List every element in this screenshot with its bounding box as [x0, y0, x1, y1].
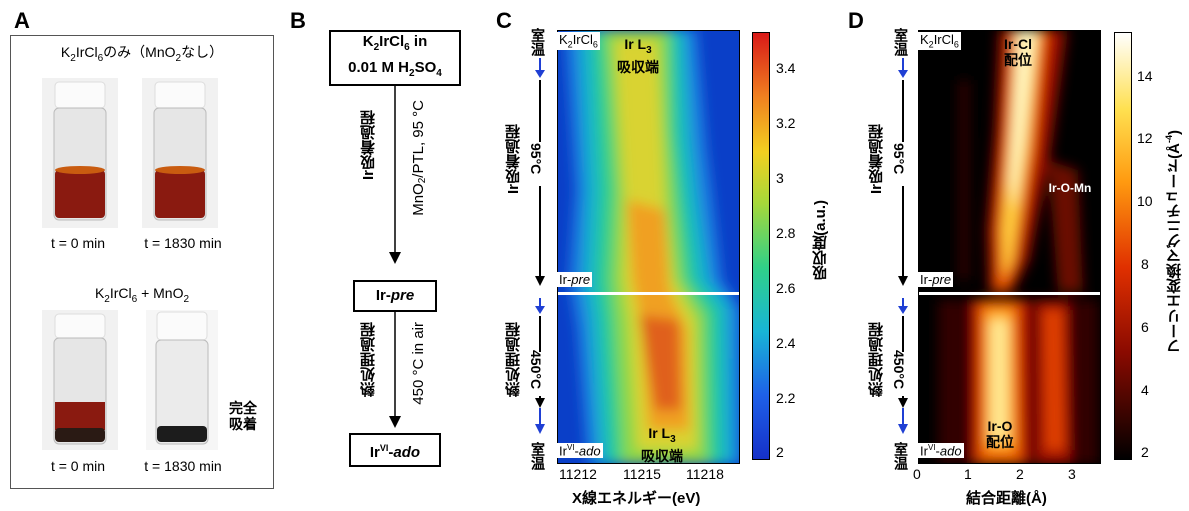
c-corner-mid: Ir-pre: [557, 272, 593, 287]
c-cbar-tick-32: 3.2: [776, 115, 796, 131]
c-xtick-3: 11218: [686, 466, 724, 482]
flow-end-box: IrVI-ado: [349, 433, 441, 467]
vial-bottom-t1: [146, 310, 218, 450]
label-bottom-t1: t = 1830 min: [144, 458, 222, 474]
d-annot-ircl: Ir-Cl 配位: [1004, 36, 1032, 68]
d-annot-iro: Ir-O 配位: [986, 418, 1014, 450]
panel-a-frame: [10, 35, 274, 489]
c-colorbar-label: 吸収度(a.u.): [812, 200, 829, 281]
c-xtick-2: 11215: [623, 466, 661, 482]
c-cbar-tick-26: 2.6: [776, 280, 796, 296]
c-cbar-tick-20: 2: [776, 444, 784, 460]
c-label-rt-top: 室温: [530, 28, 546, 56]
flow-step2-condition: 450 °C in air: [410, 322, 427, 405]
flow-start-box: K2IrCl6 in 0.01 M H2SO4: [329, 30, 461, 86]
d-cbar-tick-10: 10: [1137, 193, 1153, 209]
d-cbar-tick-8: 8: [1141, 256, 1149, 272]
colorbar-d: [1114, 32, 1132, 460]
vial-top-t0: [42, 78, 118, 228]
d-xlabel: 結合距離(Å): [966, 490, 1047, 507]
heatmap-c: [557, 30, 740, 464]
c-corner-bottom: IrVI-ado: [557, 443, 603, 459]
c-xlabel: X線エネルギー(eV): [572, 490, 701, 507]
d-xtick-2: 2: [1016, 466, 1024, 482]
d-label-adsorption: Ir吸着過程: [868, 124, 885, 195]
d-label-95c: 95°C: [891, 143, 907, 175]
d-colorbar-label: フーリエ変換マグニチュード(Å-4): [1164, 130, 1183, 354]
d-cbar-tick-6: 6: [1141, 319, 1149, 335]
heatmap-d: [918, 30, 1101, 464]
d-annot-iromn: Ir-O-Mn: [1048, 181, 1092, 195]
c-label-95c: 95°C: [528, 143, 544, 175]
vial-top-t1: [142, 78, 218, 228]
c-label-450c: 450°C: [528, 350, 544, 390]
flow-step2-process: 熱処理過程: [360, 322, 377, 397]
c-cbar-tick-30: 3: [776, 170, 784, 186]
d-label-rt-top: 室温: [893, 28, 909, 56]
c-cbar-tick-28: 2.8: [776, 225, 796, 241]
label-top-t0: t = 0 min: [50, 235, 106, 251]
label-top-t1: t = 1830 min: [144, 235, 222, 251]
d-cbar-tick-14: 14: [1137, 68, 1153, 84]
panel-letter-a: A: [14, 8, 30, 33]
d-corner-bottom: IrVI-ado: [918, 443, 964, 459]
d-cbar-tick-2: 2: [1141, 444, 1149, 460]
c-label-rt-bottom: 室温: [530, 442, 546, 470]
d-corner-top: K2IrCl6: [918, 32, 961, 50]
c-cbar-tick-22: 2.2: [776, 390, 796, 406]
c-xtick-1: 11212: [559, 466, 597, 482]
d-xtick-0: 0: [913, 466, 921, 482]
label-bottom-t0: t = 0 min: [50, 458, 106, 474]
panel-c-timeline: [535, 58, 545, 434]
d-xtick-3: 3: [1068, 466, 1076, 482]
panel-a-top-caption: K2IrCl6のみ（MnO2なし）: [60, 44, 224, 64]
d-cbar-tick-4: 4: [1141, 382, 1149, 398]
c-cbar-tick-24: 2.4: [776, 335, 796, 351]
label-complete-adsorption: 完全 吸着: [229, 400, 257, 432]
c-edge-bottom: Ir L3 吸収端: [641, 425, 683, 464]
panel-letter-d: D: [848, 8, 864, 33]
c-cbar-tick-34: 3.4: [776, 60, 796, 76]
flow-step1-condition: MnO2/PTL, 95 °C: [410, 100, 428, 216]
vial-bottom-t0: [42, 310, 118, 450]
panel-a-bottom-caption: K2IrCl6 + MnO2: [94, 285, 190, 305]
d-label-450c: 450°C: [891, 350, 907, 390]
d-xtick-1: 1: [964, 466, 972, 482]
colorbar-c: [752, 32, 770, 460]
d-cbar-tick-12: 12: [1137, 130, 1153, 146]
c-label-heat: 熱処理過程: [505, 322, 522, 397]
d-label-heat: 熱処理過程: [868, 322, 885, 397]
flow-step1-process: Ir吸着過程: [360, 110, 377, 181]
c-label-adsorption: Ir吸着過程: [505, 124, 522, 195]
panel-d-timeline: [898, 58, 908, 434]
flow-arrow-1: [389, 86, 401, 264]
panel-letter-b: B: [290, 8, 306, 33]
flow-arrow-2: [389, 312, 401, 428]
flow-mid-box: Ir-pre: [353, 280, 437, 312]
c-corner-top: K2IrCl6: [557, 32, 600, 50]
d-label-rt-bottom: 室温: [893, 442, 909, 470]
d-corner-mid: Ir-pre: [918, 272, 954, 287]
panel-letter-c: C: [496, 8, 512, 33]
c-edge-top: Ir L3 吸収端: [617, 36, 659, 75]
